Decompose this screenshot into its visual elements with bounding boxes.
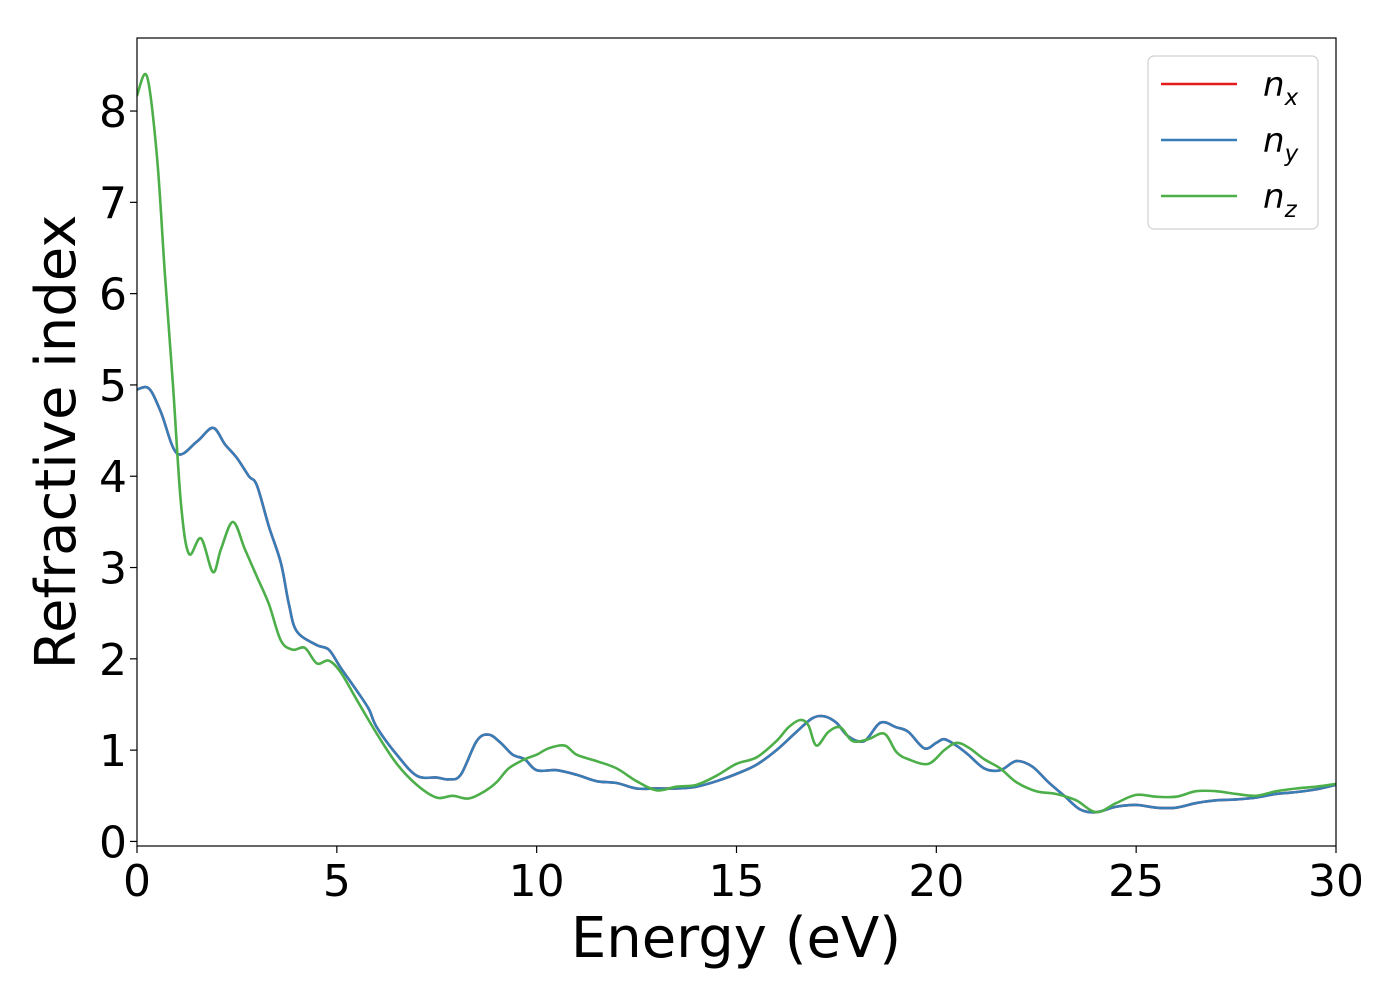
x-axis-ticks: 0 5 10 15 20 25 30 (123, 846, 1364, 907)
y-tick-label: 4 (99, 452, 127, 503)
legend-label-ny: ny (1263, 121, 1299, 167)
y-tick-label: 2 (99, 635, 127, 686)
legend-label-nz: nz (1263, 177, 1298, 223)
y-tick-label: 0 (99, 817, 127, 868)
y-tick-label: 8 (99, 87, 127, 138)
y-tick-label: 1 (99, 726, 127, 777)
plot-curves (137, 72, 1336, 814)
legend: nx ny nz (1147, 55, 1319, 230)
x-axis-title: Energy (eV) (571, 906, 901, 971)
y-tick-label: 6 (99, 270, 127, 321)
y-tick-label: 3 (99, 544, 127, 595)
x-tick-label: 30 (1308, 856, 1364, 907)
x-tick-label: 25 (1108, 856, 1164, 907)
x-tick-label: 10 (509, 856, 565, 907)
y-tick-label: 7 (99, 178, 127, 229)
legend-label-nx: nx (1263, 65, 1299, 111)
series-line-nz (137, 72, 1336, 814)
x-tick-label: 20 (908, 856, 964, 907)
series-line-nx (137, 385, 1336, 814)
x-tick-label: 0 (123, 856, 151, 907)
legend-frame (1147, 55, 1319, 230)
y-axis-title: Refractive index (24, 215, 89, 670)
y-axis-ticks: 0 1 2 3 4 5 6 7 8 (99, 87, 137, 868)
x-tick-label: 15 (709, 856, 765, 907)
y-tick-label: 5 (99, 361, 127, 412)
series-line-ny (137, 385, 1336, 814)
x-tick-label: 5 (323, 856, 351, 907)
